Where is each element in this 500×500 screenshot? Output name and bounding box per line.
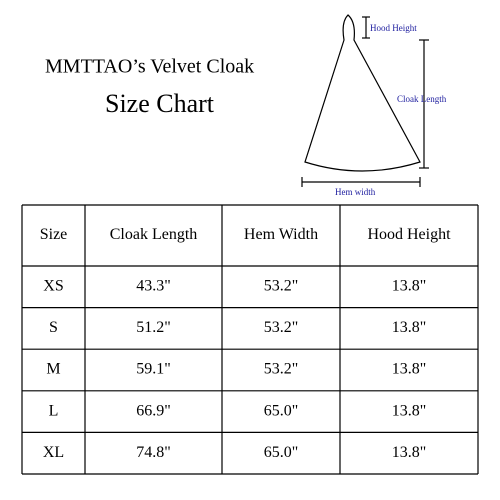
cell: 74.8"	[136, 444, 171, 461]
cell: M	[46, 361, 60, 378]
cell: XL	[43, 444, 64, 461]
cell: 53.2"	[264, 319, 299, 336]
cloak-outline	[304, 14, 421, 172]
cell: 51.2"	[136, 319, 171, 336]
column-header: Hem Width	[244, 226, 318, 243]
cell: 53.2"	[264, 277, 299, 294]
cell: 13.8"	[392, 402, 427, 419]
hem-width-label: Hem width	[335, 187, 376, 197]
cell: L	[49, 402, 59, 419]
table: Size Cloak Length Hem Width Hood Height XS 43…	[21, 204, 479, 475]
cell: 66.9"	[136, 402, 171, 419]
cell: 13.8"	[392, 277, 427, 294]
cell: S	[49, 319, 58, 336]
column-header: Cloak Length	[110, 226, 198, 243]
subtitle: Size Chart	[105, 89, 215, 118]
cell: 13.8"	[392, 361, 427, 378]
cloak-diagram	[301, 14, 429, 187]
cell: 65.0"	[264, 444, 299, 461]
cell: 53.2"	[264, 361, 299, 378]
cell: 43.3"	[136, 277, 171, 294]
cell: 65.0"	[264, 402, 299, 419]
cloak-length-label: Cloak Length	[397, 94, 447, 104]
cell: XS	[43, 277, 63, 294]
cell: 59.1"	[136, 361, 171, 378]
cell: 13.8"	[392, 444, 427, 461]
cell: 13.8"	[392, 319, 427, 336]
column-header: Hood Height	[367, 226, 451, 243]
column-header: Size	[40, 226, 68, 243]
title: MMTTAO’s Velvet Cloak	[45, 56, 254, 78]
hood-height-label: Hood Height	[370, 23, 417, 33]
